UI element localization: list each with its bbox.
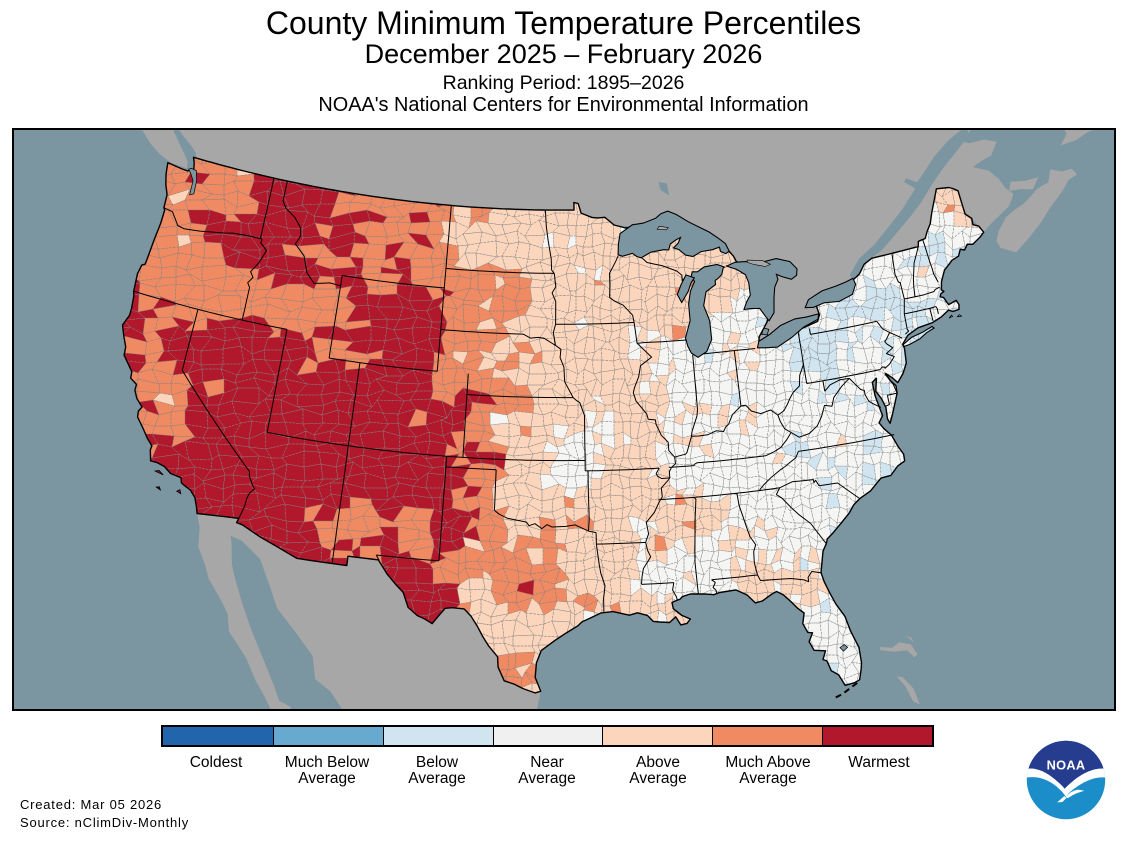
svg-text:NOAA: NOAA — [1047, 758, 1086, 773]
